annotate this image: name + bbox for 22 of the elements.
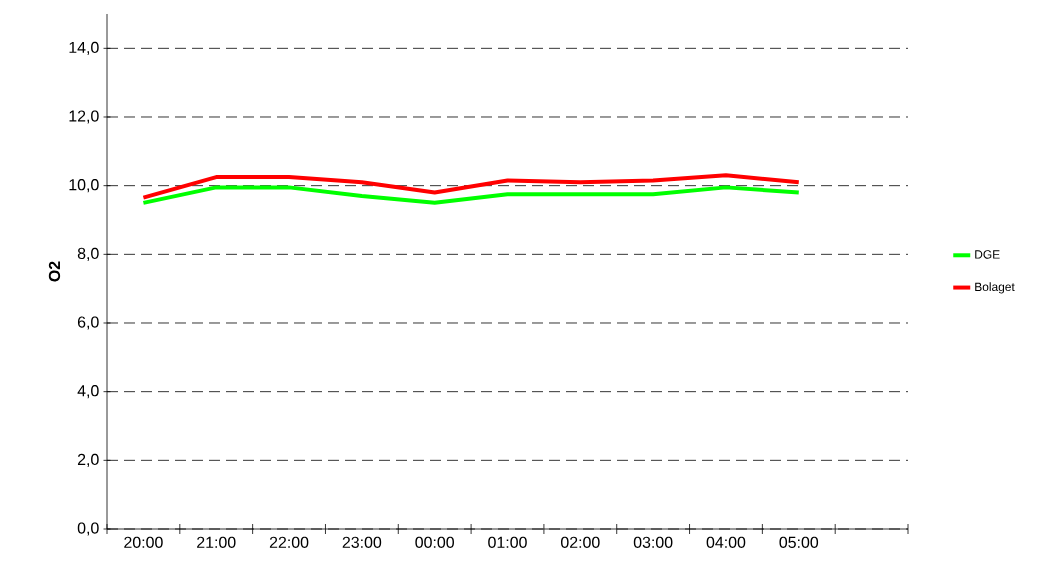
y-tick-label: 14,0	[69, 41, 99, 55]
x-tick-label: 21:00	[197, 536, 236, 548]
y-tick-label: 10,0	[69, 179, 99, 193]
x-tick-label: 20:00	[124, 536, 163, 548]
y-tick-label: 2,0	[77, 453, 99, 467]
y-tick-label: 4,0	[77, 385, 99, 399]
y-axis-title: O2	[48, 261, 61, 282]
x-tick-label: 01:00	[488, 536, 527, 548]
y-tick-label: 0,0	[77, 522, 99, 536]
line-series	[141, 173, 801, 200]
y-tick-label: 12,0	[69, 110, 99, 124]
x-tick-label: 05:00	[779, 536, 819, 548]
x-tick-label: 23:00	[342, 536, 382, 548]
legend-label: Bolaget	[975, 282, 1015, 294]
y-tick-label: 6,0	[77, 316, 99, 330]
x-tick-label: 03:00	[633, 536, 673, 548]
legend-label: DGE	[975, 250, 1000, 259]
x-tick-label: 02:00	[561, 536, 600, 548]
x-tick-label: 22:00	[269, 536, 309, 548]
x-tick-label: 00:00	[415, 536, 454, 548]
y-tick-label: 8,0	[77, 247, 99, 261]
x-tick-label: 04:00	[706, 536, 746, 548]
